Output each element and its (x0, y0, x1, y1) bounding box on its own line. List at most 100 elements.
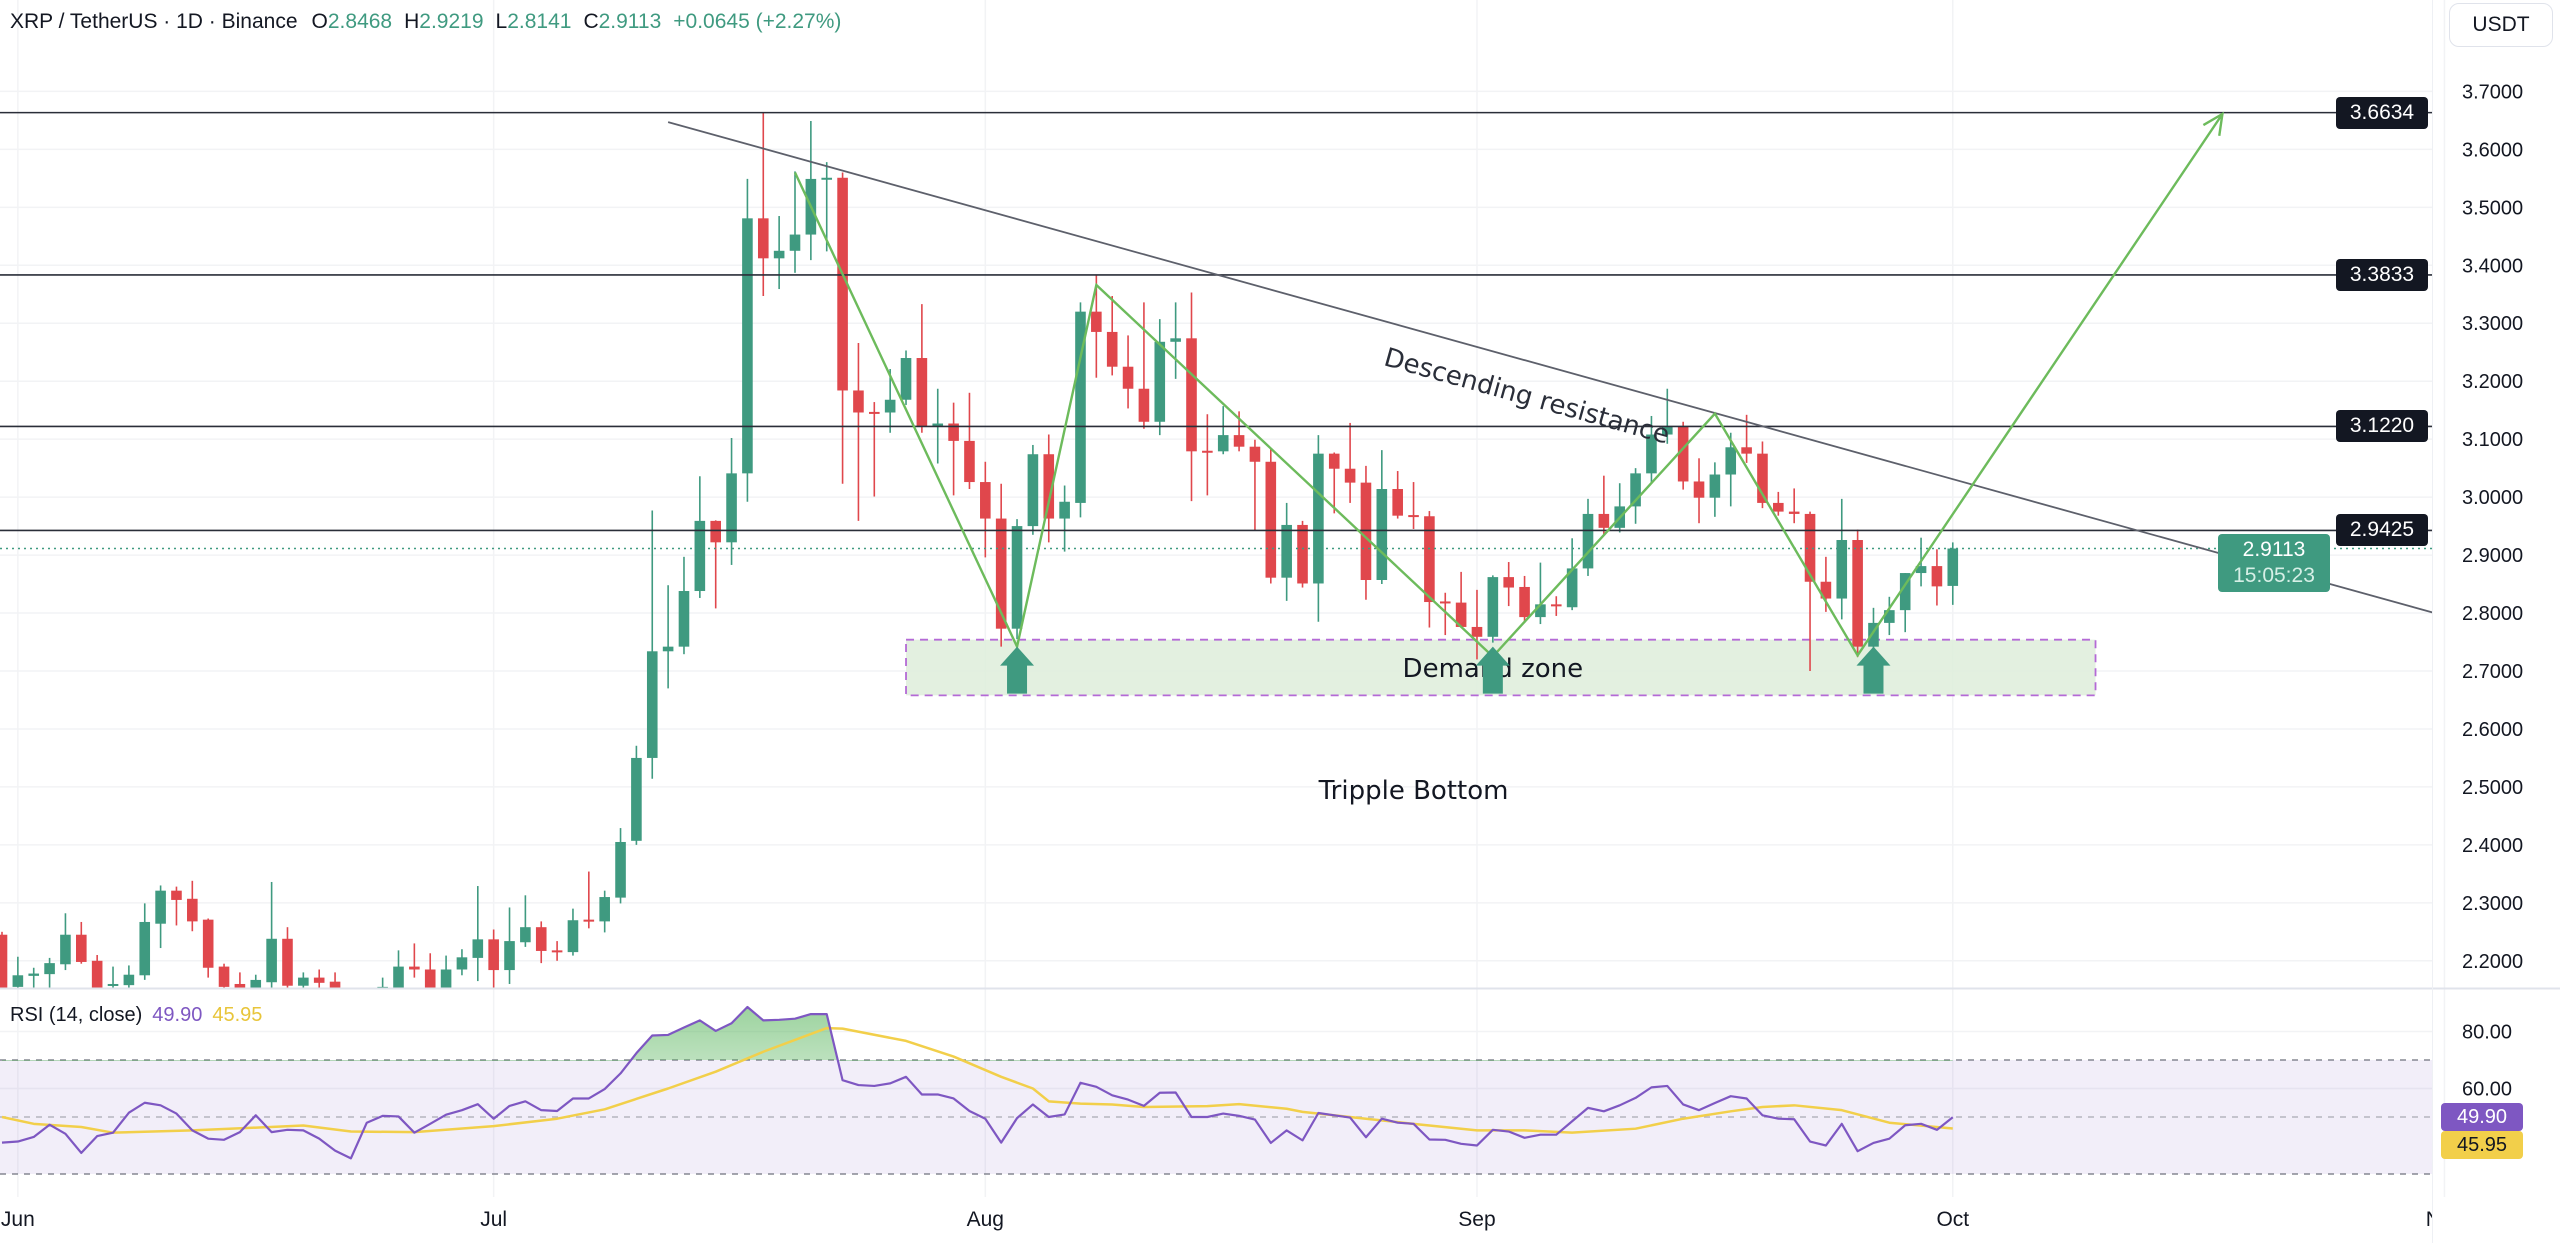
candle (869, 402, 880, 497)
candle-body (757, 218, 769, 259)
candle-body (1899, 573, 1911, 611)
candle-body (1265, 461, 1277, 578)
candle (1297, 520, 1308, 588)
candle-body (932, 423, 944, 427)
candle-body (1471, 626, 1483, 637)
candle (1503, 562, 1514, 607)
open-label: O (311, 10, 328, 33)
candle-body (155, 890, 166, 924)
candle (202, 918, 214, 978)
price-tick-label: 3.3000 (2462, 313, 2523, 335)
candle (1360, 465, 1372, 600)
candle-body (964, 440, 975, 483)
rsi-value: 49.90 (152, 1003, 203, 1026)
time-axis[interactable]: Jun Jul Aug Sep Oct Nov (1, 1208, 2464, 1231)
tripple-bottom-label: Tripple Bottom (1318, 776, 1509, 806)
candle (662, 585, 674, 689)
candle-body (282, 938, 293, 986)
candle-body (1677, 426, 1689, 482)
candle-body (1106, 331, 1118, 367)
candle (1424, 511, 1435, 628)
candle-body (1773, 502, 1784, 512)
candle-body (662, 646, 674, 652)
candle (1662, 388, 1673, 444)
currency-button[interactable]: USDT (2449, 3, 2553, 47)
candle-body (1582, 513, 1594, 569)
candle-body (615, 841, 626, 898)
candle (694, 476, 706, 598)
candle (107, 966, 119, 988)
candle (361, 990, 372, 1019)
time-tick-label: Nov (2426, 1208, 2464, 1231)
candle-body (456, 957, 468, 970)
candle-body (631, 757, 642, 841)
candle (805, 120, 817, 261)
candle (615, 828, 626, 904)
candle-body (853, 390, 864, 413)
open-value: 2.8468 (327, 10, 393, 33)
candle (1281, 502, 1292, 601)
candle (646, 510, 658, 779)
candle (1344, 422, 1356, 503)
candle-body (0, 934, 8, 988)
candle (1186, 292, 1197, 502)
candle-body (472, 939, 484, 958)
rsi-axis[interactable]: 80.00 60.00 (2462, 1022, 2512, 1101)
candle-body (361, 996, 372, 1008)
candle (60, 913, 71, 971)
candle (1899, 573, 1911, 633)
candle (171, 886, 182, 926)
candle (28, 967, 40, 988)
candle (1868, 607, 1879, 651)
candle-body (1535, 604, 1546, 618)
candle (1884, 596, 1895, 636)
candle (710, 520, 721, 609)
candle-body (44, 963, 55, 975)
candle (1027, 444, 1039, 535)
candle (916, 304, 928, 433)
rsi-title[interactable]: RSI (14, close) (10, 1003, 143, 1026)
candle (1217, 406, 1229, 455)
price-tick-label: 2.9000 (2462, 545, 2523, 567)
candle-body (583, 919, 595, 922)
candle (757, 112, 769, 296)
candle (995, 483, 1007, 647)
candle-body (91, 960, 103, 988)
price-axis[interactable]: 2.2000 2.3000 2.4000 2.5000 2.6000 2.7000 2.80… (2462, 81, 2523, 972)
low-value: 2.8141 (507, 10, 572, 33)
candle (853, 342, 864, 521)
candle (12, 956, 24, 988)
candle (1075, 302, 1086, 518)
candle (1170, 302, 1181, 379)
candle-body (187, 898, 198, 922)
candle-body (1313, 453, 1324, 584)
candle-body (1328, 453, 1340, 469)
candle (1614, 483, 1626, 533)
candle-body (1630, 473, 1641, 507)
price-tick-label: 3.5000 (2462, 197, 2523, 219)
level-price-badge: 2.9425 (2336, 514, 2428, 547)
candle (583, 871, 595, 929)
rsi-legend[interactable]: RSI (14, close) 49.90 45.95 (10, 1000, 262, 1030)
candle (1550, 596, 1562, 616)
candle (599, 890, 610, 933)
time-tick-label: Jul (480, 1208, 507, 1231)
candle (313, 969, 325, 988)
candle (377, 977, 388, 988)
candle-body (1217, 435, 1229, 452)
candle-body (1788, 511, 1800, 514)
symbol-title[interactable]: XRP / TetherUS · 1D · Binance (10, 10, 298, 33)
candle-body (710, 520, 721, 543)
candle (1773, 491, 1784, 516)
candle-body (535, 927, 547, 951)
candle-body (440, 969, 452, 988)
candle (472, 886, 484, 982)
candle (266, 881, 277, 988)
candle-body (1519, 586, 1530, 618)
price-tick-label: 2.5000 (2462, 777, 2523, 799)
candle-body (76, 934, 87, 962)
candle-body (1138, 388, 1150, 422)
